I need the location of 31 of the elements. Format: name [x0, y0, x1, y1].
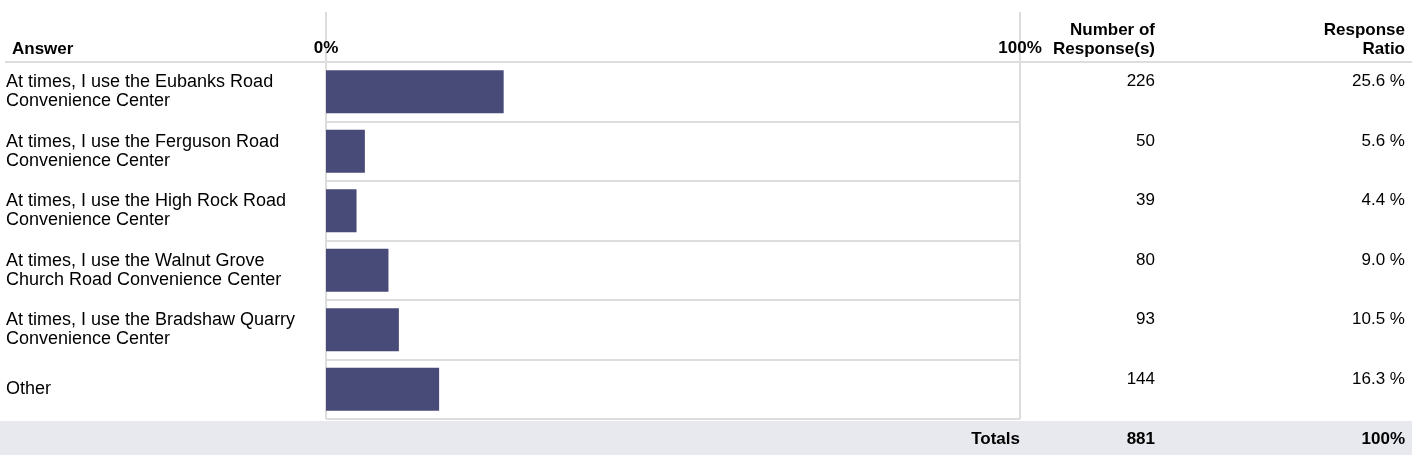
bar: [326, 129, 365, 173]
bar: [326, 70, 504, 114]
y-tick-label: At times, I use the Walnut Grove Church Road Convenience Center: [6, 249, 282, 289]
x-tick-label: 0%: [313, 38, 339, 58]
bar: [326, 367, 440, 411]
text: 80: [1136, 249, 1155, 269]
text: 226: [1126, 71, 1155, 90]
text: 50: [1136, 130, 1155, 150]
text: Totals: [971, 429, 1020, 448]
y-tick-label: At times, I use the Eubanks Road Convenience Center: [6, 71, 274, 111]
text: 881: [1126, 429, 1155, 448]
text: Answer: [12, 39, 74, 58]
bar: [326, 248, 389, 292]
y-tick-label: Other: [6, 378, 52, 399]
data-label: 25.6 %: [1352, 71, 1405, 90]
data-label: 16.3 %: [1352, 368, 1405, 388]
text: Response Ratio: [1323, 20, 1405, 58]
y-tick-label: At times, I use the High Rock Road Convenience Center: [6, 190, 287, 230]
data-label: 5.6 %: [1361, 130, 1405, 150]
data-label: 4.4 %: [1361, 190, 1405, 209]
bar: [326, 189, 357, 233]
text: 100%: [1361, 429, 1405, 448]
text: 93: [1136, 309, 1155, 328]
data-label: 9.0 %: [1361, 249, 1405, 269]
text: 144: [1126, 368, 1155, 388]
y-tick-label: At times, I use the Ferguson Road Convenience Center: [6, 130, 280, 170]
data-label: 10.5 %: [1352, 309, 1405, 328]
text: Number of Response(s): [1052, 20, 1156, 58]
y-tick-label: At times, I use the Bradshaw Quarry Convenience Center: [6, 309, 296, 349]
text: 39: [1136, 190, 1155, 209]
bar: [326, 308, 399, 352]
